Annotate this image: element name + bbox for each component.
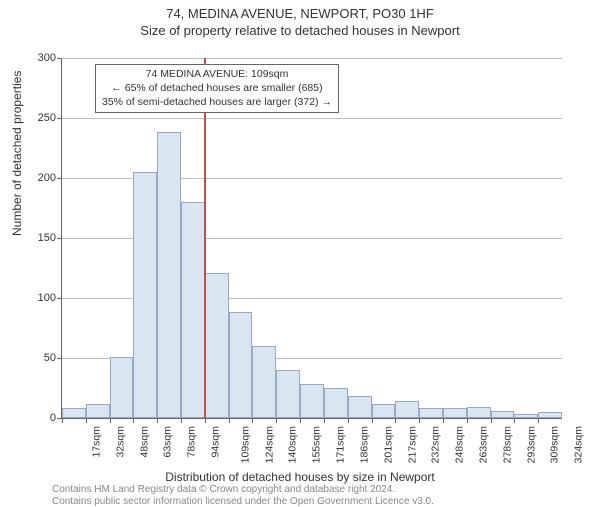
y-axis-label: Number of detached properties [10, 71, 24, 236]
annotation-line-2: ← 65% of detached houses are smaller (68… [102, 81, 332, 95]
x-tick-label: 171sqm [334, 426, 346, 463]
x-tick-label: 94sqm [210, 426, 222, 458]
footer-copyright-2: Contains public sector information licen… [52, 496, 434, 507]
y-tick-label: 0 [16, 412, 56, 424]
y-axis-line [61, 58, 62, 418]
annotation-box: 74 MEDINA AVENUE: 109sqm ← 65% of detach… [95, 64, 339, 113]
x-tick-label: 309sqm [549, 426, 561, 463]
x-tick-label: 324sqm [573, 426, 585, 463]
x-tick-label: 63sqm [162, 426, 174, 458]
x-tick-label: 155sqm [311, 426, 323, 463]
histogram-bar [491, 411, 515, 418]
histogram-bar [157, 132, 181, 418]
x-tick-label: 263sqm [477, 426, 489, 463]
histogram-bar [419, 408, 443, 418]
histogram-bar [348, 396, 372, 418]
x-tick-label: 201sqm [382, 426, 394, 463]
x-tick-label: 124sqm [263, 426, 275, 463]
histogram-bar [372, 404, 396, 418]
x-tick-label: 232sqm [430, 426, 442, 463]
x-tick-label: 186sqm [358, 426, 370, 463]
x-axis-label: Distribution of detached houses by size … [0, 470, 600, 484]
histogram-bar [205, 273, 229, 418]
x-tick-label: 109sqm [239, 426, 251, 463]
y-tick-label: 100 [16, 292, 56, 304]
histogram-bar [300, 384, 324, 418]
x-axis-line [62, 418, 562, 419]
y-tick-label: 200 [16, 172, 56, 184]
histogram-bar [110, 357, 134, 418]
x-tick-label: 278sqm [501, 426, 513, 463]
y-tick-label: 50 [16, 352, 56, 364]
x-tick-label: 293sqm [525, 426, 537, 463]
footer-copyright-1: Contains HM Land Registry data © Crown c… [52, 484, 395, 495]
chart-subtitle: Size of property relative to detached ho… [0, 23, 600, 38]
chart-title: 74, MEDINA AVENUE, NEWPORT, PO30 1HF [0, 6, 600, 21]
histogram-bar [252, 346, 276, 418]
grid-line [62, 118, 562, 119]
x-tick-label: 78sqm [186, 426, 198, 458]
histogram-bar [133, 172, 157, 418]
histogram-bar [276, 370, 300, 418]
x-tick-label: 140sqm [287, 426, 299, 463]
histogram-bar [229, 312, 253, 418]
x-tick-label: 48sqm [138, 426, 150, 458]
histogram-bar [395, 401, 419, 418]
histogram-bar [181, 202, 205, 418]
annotation-line-1: 74 MEDINA AVENUE: 109sqm [102, 67, 332, 81]
annotation-line-3: 35% of semi-detached houses are larger (… [102, 95, 332, 109]
histogram-bar [443, 408, 467, 418]
histogram-bar [62, 408, 86, 418]
y-tick-label: 150 [16, 232, 56, 244]
y-tick-label: 250 [16, 112, 56, 124]
x-tick-label: 32sqm [114, 426, 126, 458]
histogram-bar [467, 407, 491, 418]
x-tick-label: 248sqm [454, 426, 466, 463]
histogram-bar [324, 388, 348, 418]
histogram-bar [86, 404, 110, 418]
y-tick-label: 300 [16, 52, 56, 64]
x-tick-label: 17sqm [91, 426, 103, 458]
grid-line [62, 58, 562, 59]
x-tick-label: 217sqm [406, 426, 418, 463]
